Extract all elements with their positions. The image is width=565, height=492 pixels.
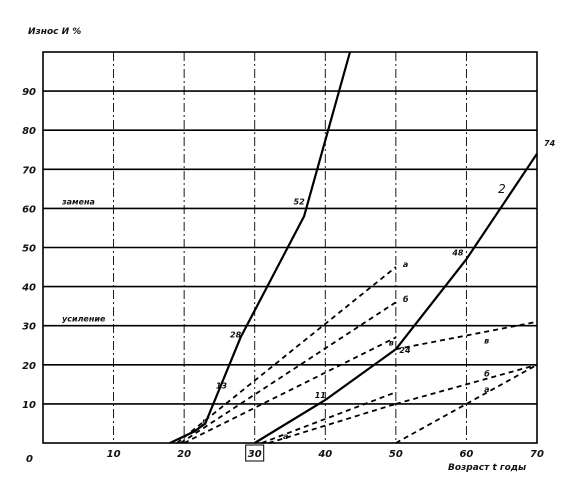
y-tick-label-4: 50 (22, 244, 36, 255)
x-axis-title: Возраст t годы (448, 463, 526, 473)
y-axis-title: Износ И % (28, 27, 81, 37)
dashed-curve-3 (261, 391, 397, 444)
y-tick-label-8: 90 (22, 87, 36, 98)
point-label-0: 5 (202, 418, 208, 427)
point-label-1: 13 (216, 381, 228, 390)
dashed-curve-1 (180, 301, 397, 444)
point-label-4: 11 (315, 391, 326, 400)
point-label-2: 28 (230, 330, 242, 339)
x-tick-label-2: 30 (248, 449, 262, 460)
x-tick-label-4: 50 (389, 449, 403, 460)
point-label-15: a (283, 432, 288, 441)
point-label-14: а (484, 385, 489, 394)
x-tick-label-5: 60 (459, 449, 473, 460)
x-tick-box-2 (245, 444, 265, 462)
series (169, 51, 538, 444)
point-label-6: 48 (451, 248, 464, 257)
y-tick-label-3: 40 (21, 283, 36, 294)
x-tick-label-0: 10 (107, 449, 121, 460)
y-tick-label-5: 60 (22, 204, 36, 215)
point-label-7: 74 (544, 139, 556, 148)
dashed-curve-0 (176, 266, 397, 444)
point-label-5: 24 (399, 346, 411, 355)
threshold-label-1: усиление (62, 315, 106, 324)
threshold-label-0: замена (61, 197, 95, 206)
threshold-labels: замена усиление (61, 197, 106, 323)
y-tick-label-6: 70 (22, 165, 36, 176)
solid-curve-0 (169, 51, 352, 444)
x-tick-label-1: 20 (177, 449, 191, 460)
y-tick-label-2: 30 (22, 322, 36, 333)
point-label-11: в (389, 338, 394, 347)
origin-label: 0 (26, 454, 33, 465)
dashed-curve-4 (268, 403, 397, 444)
dashed-curve-2 (183, 336, 397, 444)
point-label-3: 52 (294, 197, 306, 206)
x-tick-label-6: 70 (530, 449, 544, 460)
point-label-10: б (403, 294, 409, 304)
point-label-9: a (403, 260, 408, 269)
point-label-13: б (484, 369, 490, 379)
x-tick-label-3: 40 (317, 449, 332, 460)
y-tick-label-7: 80 (22, 126, 36, 137)
point-label-12: в (484, 336, 489, 345)
point-label-8: 2 (498, 182, 506, 196)
y-tick-label-1: 20 (22, 361, 36, 372)
grid (42, 51, 538, 444)
y-tick-label-0: 10 (22, 400, 36, 411)
dashed-curve-5 (395, 320, 538, 351)
dashed-curve-6 (395, 363, 538, 405)
